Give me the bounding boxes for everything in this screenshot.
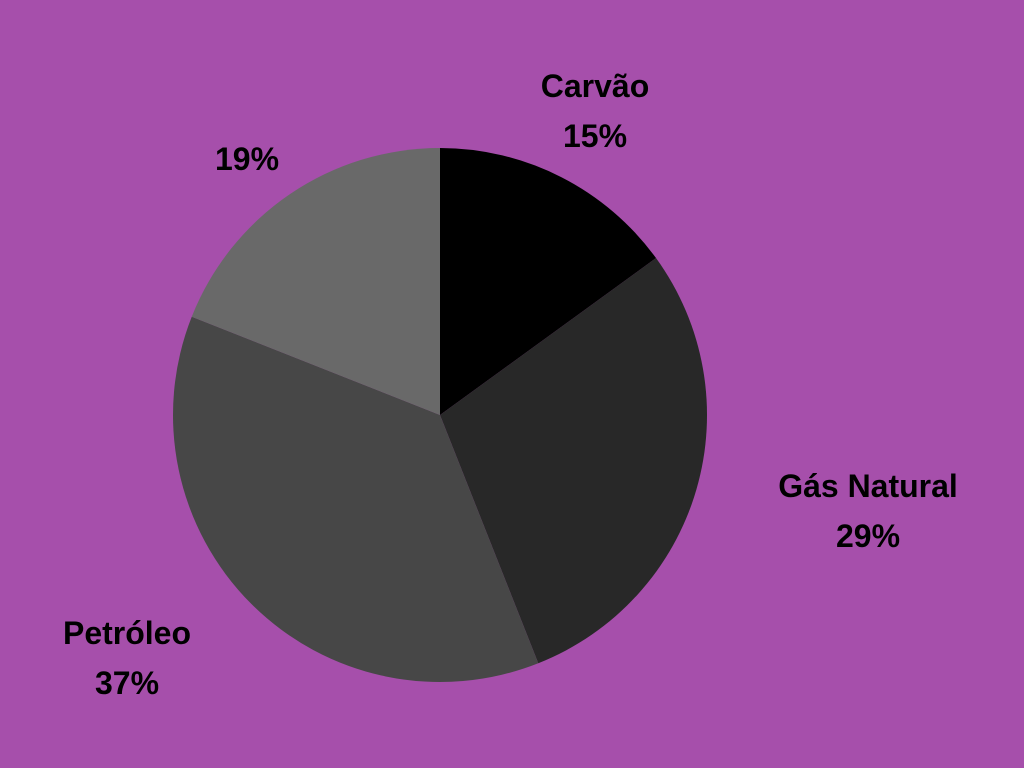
- slice-value-gas-natural: 29%: [836, 518, 900, 554]
- slice-label-petroleo: Petróleo: [63, 615, 191, 651]
- pie-slice-carvao: [440, 148, 657, 415]
- pie-slice-gas-natural: [440, 258, 708, 664]
- slice-label-carvao: Carvão: [541, 68, 650, 104]
- pie-slice-unlabeled: [191, 148, 440, 415]
- pie-slice-petroleo: [173, 316, 539, 682]
- slice-label-gas-natural: Gás Natural: [778, 468, 958, 504]
- pie-slices: [173, 148, 708, 682]
- slice-value-carvao: 15%: [563, 118, 627, 154]
- slice-value-unlabeled: 19%: [215, 141, 279, 177]
- slice-value-petroleo: 37%: [95, 665, 159, 701]
